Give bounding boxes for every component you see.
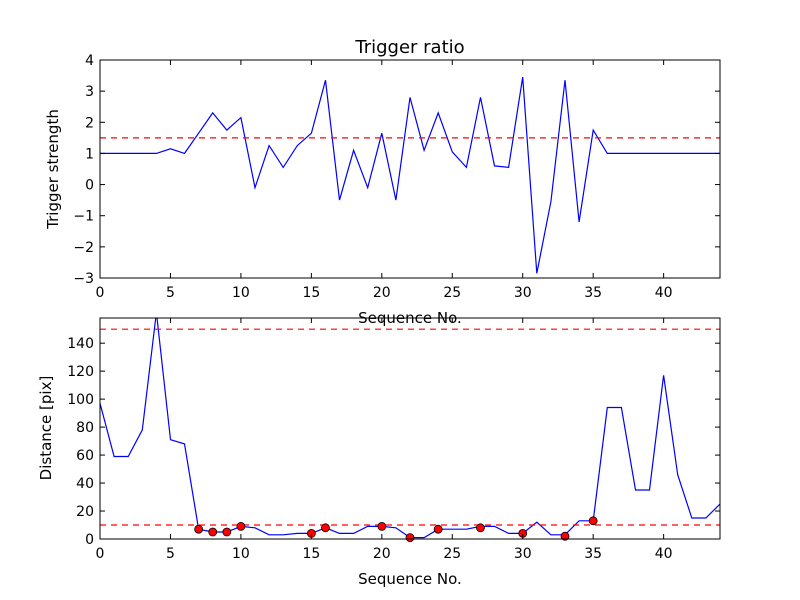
x-tick-label: 15 — [302, 285, 320, 301]
y-axis: −3 −2 −1 0 1 2 3 4 — [73, 53, 720, 287]
x-tick-label: 5 — [166, 546, 175, 562]
marker-point — [194, 524, 204, 534]
y-tick-label: 0 — [85, 178, 94, 194]
marker-point — [377, 522, 387, 531]
y-tick-label: −1 — [73, 209, 94, 225]
y-tick-label: −3 — [73, 271, 94, 287]
x-tick-label: 25 — [443, 546, 461, 562]
x-tick-label: 15 — [302, 546, 320, 562]
y-tick-label: 140 — [67, 336, 94, 352]
y-tick-label: 100 — [67, 392, 94, 408]
y-tick-label: 80 — [76, 420, 94, 436]
x-tick-label: 30 — [514, 546, 532, 562]
marker-point — [222, 527, 232, 537]
y-tick-label: 120 — [67, 364, 94, 380]
marker-point — [560, 531, 570, 541]
plot-frame — [99, 59, 721, 279]
marker-point — [405, 533, 415, 543]
y-tick-label: −2 — [73, 240, 94, 256]
y-axis: 0 20 40 60 80 100 120 140 — [67, 336, 720, 548]
y-axis-label: Trigger strength — [44, 109, 62, 230]
x-tick-label: 25 — [443, 285, 461, 301]
series-group — [100, 318, 720, 539]
y-tick-label: 4 — [85, 53, 94, 69]
marker-point — [588, 516, 598, 526]
distance-chart: 0 5 10 15 20 25 30 35 40 0 20 40 60 80 100 120 140 Sequ… — [37, 317, 721, 588]
marker-group — [194, 516, 598, 543]
y-tick-label: 40 — [76, 476, 94, 492]
series-line-0 — [100, 318, 720, 539]
x-axis-label: Sequence No. — [358, 570, 462, 588]
x-tick-label: 35 — [584, 546, 602, 562]
y-axis-label: Distance [pix] — [37, 376, 55, 481]
x-tick-label: 0 — [96, 285, 105, 301]
x-axis: 0 5 10 15 20 25 30 35 40 — [96, 60, 673, 301]
x-tick-label: 20 — [373, 546, 391, 562]
y-tick-label: 3 — [85, 84, 94, 100]
y-tick-label: 60 — [76, 448, 94, 464]
y-tick-label: 20 — [76, 504, 94, 520]
marker-point — [208, 527, 218, 537]
series-group — [100, 77, 720, 274]
x-tick-label: 40 — [655, 546, 673, 562]
plot-frame — [99, 317, 721, 540]
x-tick-label: 20 — [373, 285, 391, 301]
y-tick-label: 2 — [85, 115, 94, 131]
chart-title: Trigger ratio — [354, 37, 464, 58]
marker-point — [236, 522, 246, 531]
series-line-0 — [100, 77, 720, 274]
x-tick-label: 30 — [514, 285, 532, 301]
threshold-group — [100, 328, 720, 526]
x-tick-label: 40 — [655, 285, 673, 301]
x-tick-label: 35 — [584, 285, 602, 301]
x-tick-label: 10 — [232, 546, 250, 562]
marker-point — [476, 523, 485, 533]
trigger-ratio-chart: Trigger ratio 0 5 10 15 20 25 30 35 40 −3 −2 −1 0 1 2… — [44, 37, 721, 327]
y-tick-label: 1 — [85, 146, 94, 162]
x-axis: 0 5 10 15 20 25 30 35 40 — [96, 318, 673, 562]
marker-point — [433, 524, 443, 534]
marker-point — [321, 523, 330, 533]
x-tick-label: 0 — [96, 546, 105, 562]
x-tick-label: 10 — [232, 285, 250, 301]
x-tick-label: 5 — [166, 285, 175, 301]
y-tick-label: 0 — [85, 532, 94, 548]
